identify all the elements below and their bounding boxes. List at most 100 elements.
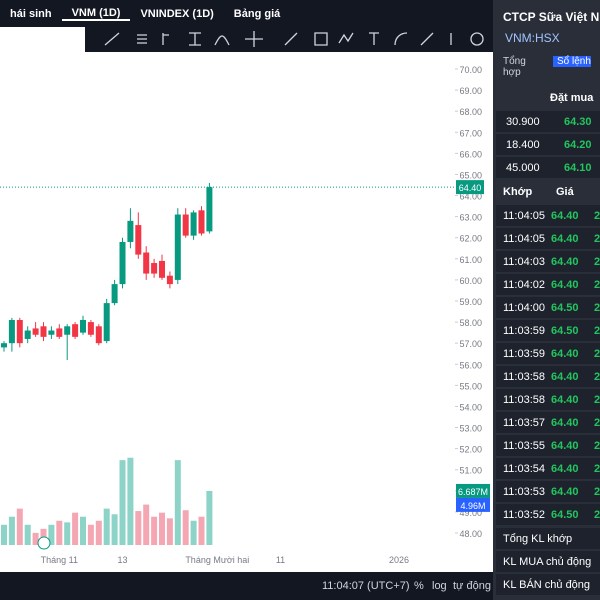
x-tick-label: 2026 [389, 555, 409, 565]
footer-label: Tổng KL khớp [503, 533, 573, 545]
cell: 11:04:00 [503, 302, 546, 314]
cell: 2 [594, 371, 600, 383]
cell: 64.40 [551, 417, 579, 429]
candle-body [135, 225, 142, 255]
candle-body [182, 214, 189, 236]
symbol[interactable]: VNM:HSX [505, 31, 560, 45]
y-tick-label: 54.00 [459, 402, 482, 412]
log-toggle[interactable]: log [432, 580, 447, 592]
panel-row: 11:04:05 64.40 2 [496, 228, 600, 249]
volume-bar [143, 504, 150, 545]
panel-row: 11:03:59 64.40 2 [496, 343, 600, 364]
x-tick-label: Tháng Mười hai [185, 555, 249, 565]
cell: 64.40 [551, 348, 579, 360]
panel-row: 11:03:57 64.40 2 [496, 412, 600, 433]
tab[interactable]: VNM (1D) [61, 7, 131, 21]
cell: 2 [594, 394, 600, 406]
y-tick-label: 67.00 [459, 128, 482, 138]
volume-bar [198, 516, 205, 545]
volume-tick-label: 4.96M [460, 501, 485, 511]
cell: 2 [594, 325, 600, 337]
status-bar: 11:04:07 (UTC+7) % log tự động [0, 572, 493, 600]
y-tick-label: 51.00 [459, 466, 482, 476]
y-tick-label: 57.00 [459, 339, 482, 349]
tab[interactable]: hái sinh [10, 7, 52, 20]
volume-bar [48, 524, 55, 545]
candle-body [40, 326, 47, 337]
cell: 11:03:58 [503, 394, 546, 406]
cell: 45.000 [506, 162, 540, 174]
tab[interactable]: VNINDEX (1D) [140, 7, 214, 20]
panel-row: 11:03:58 64.40 2 [496, 366, 600, 387]
y-tick-label: 68.00 [459, 107, 482, 117]
cell: 64.40 [551, 371, 579, 383]
cell: 64.40 [551, 463, 579, 475]
volume-bar [8, 516, 15, 545]
candle-body [166, 275, 173, 285]
auto-toggle[interactable]: tự động [453, 580, 491, 592]
cell: 64.40 [551, 233, 579, 245]
percent-toggle[interactable]: % [414, 580, 424, 592]
candle-body [48, 330, 55, 335]
panel-row: 11:03:52 64.50 2 [496, 504, 600, 525]
candle-body [64, 326, 71, 335]
cell: 11:04:03 [503, 256, 546, 268]
volume-bar [1, 524, 7, 545]
company-title: CTCP Sữa Việt N... [503, 10, 600, 24]
panel-row: 11:03:58 64.40 2 [496, 389, 600, 410]
candle-body [206, 187, 213, 232]
cell: 2 [594, 486, 600, 498]
volume-bar [190, 520, 197, 545]
cell: 64.20 [564, 139, 592, 151]
panel-tab[interactable]: Sổ lệnh [553, 56, 591, 67]
candle-body [127, 220, 134, 242]
cell: 11:03:52 [503, 509, 546, 521]
volume-bar [174, 460, 181, 545]
volume-bar [32, 532, 39, 545]
volume-bar [159, 512, 165, 545]
cell: 64.40 [551, 486, 579, 498]
panel-row: 30.900 64.30 [496, 111, 600, 132]
cell: 11:03:55 [503, 440, 546, 452]
y-tick-label: 69.00 [459, 86, 482, 96]
panel-row: 11:03:59 64.50 2 [496, 320, 600, 341]
candle-body [32, 328, 39, 335]
cell: 64.10 [564, 162, 592, 174]
y-tick-label: 56.00 [459, 360, 482, 370]
candle-body [80, 319, 86, 333]
cell: 64.30 [564, 116, 592, 128]
candle-body [111, 284, 118, 304]
volume-bar [64, 522, 71, 545]
panel-row: 18.400 64.20 [496, 134, 600, 155]
candle-body [103, 303, 110, 342]
volume-tick-box [456, 483, 490, 498]
candle-body [143, 252, 150, 274]
cell: 2 [594, 256, 600, 268]
y-tick-label: 60.00 [459, 276, 482, 286]
bid-header: Đặt mua [550, 92, 594, 104]
panel-row: 11:03:54 64.40 2 [496, 458, 600, 479]
volume-bar [87, 524, 94, 545]
volume-bar [24, 524, 31, 545]
y-tick-label: 58.00 [459, 318, 482, 328]
candle-body [72, 324, 79, 337]
y-tick-label: 53.00 [459, 424, 482, 434]
panel-tab[interactable]: Tổng hợp [503, 56, 526, 78]
last-price-box [456, 180, 484, 195]
panel-row: 11:04:05 64.40 2 [496, 205, 600, 226]
tool-icons[interactable] [104, 31, 484, 47]
tab[interactable]: Bảng giá [233, 7, 281, 20]
y-tick-label: 49.00 [459, 508, 482, 518]
trades-header: Giá [556, 186, 574, 198]
volume-bar [166, 518, 173, 545]
chart: 70.00 69.00 68.00 67.00 66.00 65.00 64.00 63.00… [0, 65, 490, 565]
volume-bar [151, 516, 158, 545]
y-tick-label: 70.00 [459, 65, 482, 75]
panel-row: 11:04:02 64.40 2 [496, 274, 600, 295]
candle-body [24, 330, 31, 339]
cell: 64.40 [551, 256, 579, 268]
x-tick-label: 13 [117, 555, 127, 565]
trades-header: Khớp [503, 186, 533, 198]
panel-row: 11:04:00 64.50 2 [496, 297, 600, 318]
